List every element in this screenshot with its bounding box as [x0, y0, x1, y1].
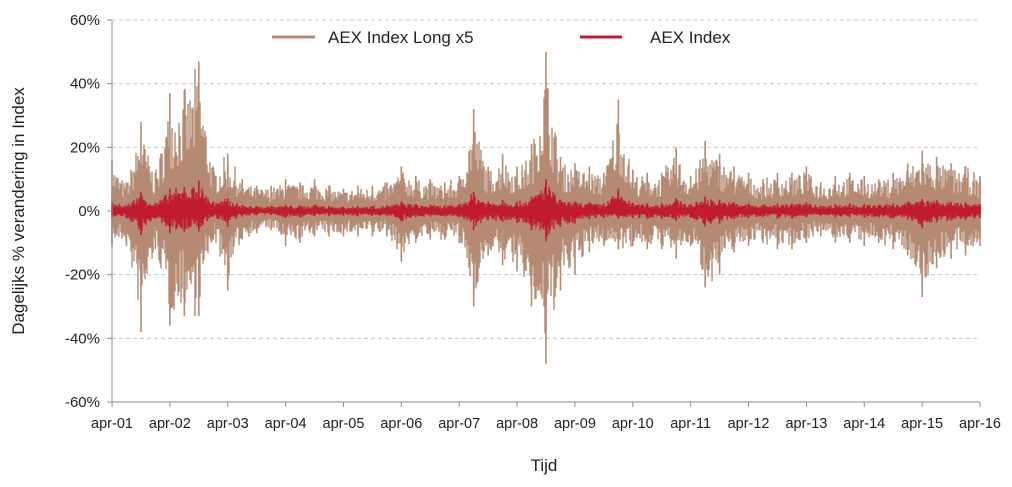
x-tick-label: apr-06 [380, 416, 422, 432]
y-tick-label: 40% [70, 76, 100, 93]
x-tick-label: apr-16 [959, 416, 1001, 432]
y-tick-label: 20% [70, 139, 100, 156]
x-tick-label: apr-12 [728, 416, 770, 432]
y-tick-label: -60% [65, 394, 100, 411]
legend-label-aex-long-x5: AEX Index Long x5 [328, 28, 474, 47]
y-tick-label: 60% [70, 12, 100, 29]
x-tick-label: apr-07 [438, 416, 480, 432]
legend-label-aex-index: AEX Index [650, 28, 731, 47]
x-tick-label: apr-04 [265, 416, 307, 432]
x-tick-label: apr-15 [901, 416, 943, 432]
x-tick-label: apr-10 [612, 416, 654, 432]
axes: 60% 40% 20% 0% -20% -40% -60% apr-01 apr-02 apr-0… [65, 12, 1001, 432]
y-tick-label: 0% [78, 203, 100, 220]
x-tick-label: apr-14 [843, 416, 885, 432]
y-tick-label: -40% [65, 330, 100, 347]
y-tick-label: -20% [65, 267, 100, 284]
x-tick-label: apr-11 [670, 416, 711, 432]
x-tick-label: apr-03 [207, 416, 249, 432]
x-tick-label: apr-02 [149, 416, 191, 432]
x-tick-label: apr-13 [785, 416, 827, 432]
y-axis-title: Dagelijks % verandering in Index [9, 87, 28, 335]
x-tick-label: apr-05 [323, 416, 365, 432]
x-tick-label: apr-08 [496, 416, 538, 432]
plot-series [111, 51, 981, 364]
x-tick-label: apr-01 [91, 416, 133, 432]
legend: AEX Index Long x5 AEX Index [272, 28, 731, 47]
x-axis-title: Tijd [531, 456, 558, 475]
x-tick-label: apr-09 [554, 416, 596, 432]
